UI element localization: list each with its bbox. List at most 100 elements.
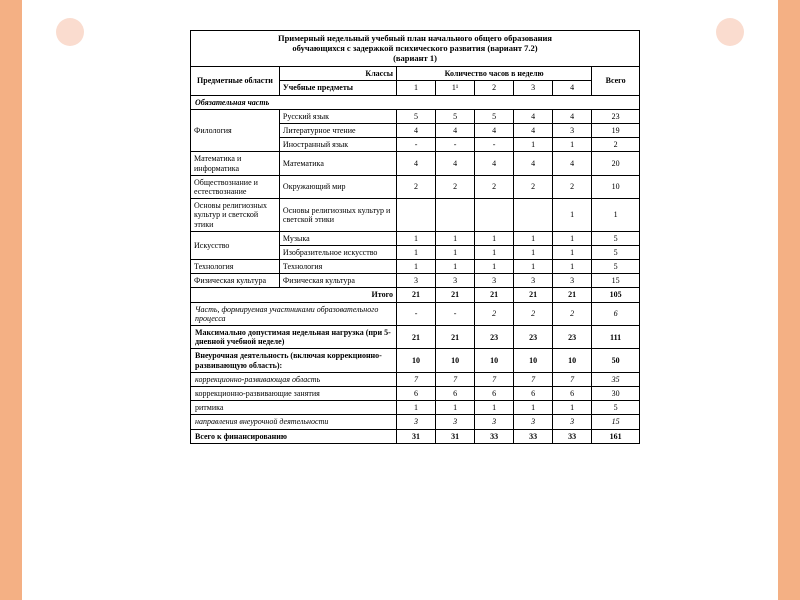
table-title: Примерный недельный учебный план начальн…	[191, 31, 640, 67]
total-cell: 15	[592, 415, 640, 429]
table-row: ИскусствоМузыка111115	[191, 231, 640, 245]
footer-label: Часть, формируемая участниками образоват…	[191, 302, 397, 325]
hours-cell: 1	[475, 401, 514, 415]
total-cell: 19	[592, 124, 640, 138]
subject-cell: Русский язык	[279, 109, 396, 123]
hours-cell: 1	[397, 231, 436, 245]
total-cell: 35	[592, 372, 640, 386]
subject-cell: Музыка	[279, 231, 396, 245]
hours-cell: 4	[514, 109, 553, 123]
subject-cell: Технология	[279, 260, 396, 274]
hdr-grade-3: 3	[514, 81, 553, 95]
hours-cell: 4	[475, 152, 514, 175]
area-cell: Искусство	[191, 231, 280, 259]
hours-cell: 2	[553, 302, 592, 325]
hdr-total: Всего	[592, 67, 640, 95]
itogo-0: 21	[397, 288, 436, 302]
hours-cell: 3	[475, 274, 514, 288]
hours-cell: 6	[514, 386, 553, 400]
hours-cell: 1	[553, 245, 592, 259]
total-cell: 161	[592, 429, 640, 443]
hdr-classes: Классы	[279, 67, 396, 81]
hours-cell: 3	[436, 415, 475, 429]
hours-cell: 1	[553, 138, 592, 152]
itogo-2: 21	[475, 288, 514, 302]
decor-stripe-right	[778, 0, 800, 600]
hours-cell: 1	[553, 260, 592, 274]
itogo-t: 105	[592, 288, 640, 302]
subject-cell: Иностранный язык	[279, 138, 396, 152]
decor-corner-top-right	[716, 18, 744, 46]
row-itogo-label: Итого	[191, 288, 397, 302]
hours-cell: 1	[436, 401, 475, 415]
footer-label: ритмика	[191, 401, 397, 415]
hours-cell: 3	[553, 274, 592, 288]
subject-cell: Основы религиозных культур и светской эт…	[279, 199, 396, 232]
title-line-2: обучающихся с задержкой психического раз…	[292, 43, 537, 53]
table-row: коррекционно-развивающие занятия6666630	[191, 386, 640, 400]
curriculum-table: Примерный недельный учебный план начальн…	[190, 30, 640, 444]
hours-cell: 1	[514, 401, 553, 415]
hours-cell: 1	[397, 260, 436, 274]
area-cell: Технология	[191, 260, 280, 274]
total-cell: 23	[592, 109, 640, 123]
hours-cell: 31	[397, 429, 436, 443]
hours-cell: 23	[514, 326, 553, 349]
area-cell: Филология	[191, 109, 280, 152]
curriculum-sheet: Примерный недельный учебный план начальн…	[190, 30, 640, 444]
hours-cell: 31	[436, 429, 475, 443]
subject-cell: Окружающий мир	[279, 175, 396, 198]
itogo-4: 21	[553, 288, 592, 302]
subject-cell: Изобразительное искусство	[279, 245, 396, 259]
hours-cell: 3	[475, 415, 514, 429]
table-row: направления внеурочной деятельности33333…	[191, 415, 640, 429]
hours-cell: 7	[436, 372, 475, 386]
hours-cell: 33	[475, 429, 514, 443]
hours-cell: 2	[475, 175, 514, 198]
hours-cell: 3	[436, 274, 475, 288]
itogo-3: 21	[514, 288, 553, 302]
hours-cell: 1	[553, 231, 592, 245]
hours-cell: 10	[475, 349, 514, 372]
hours-cell: 4	[514, 124, 553, 138]
hours-cell: 1	[397, 245, 436, 259]
hours-cell: -	[397, 302, 436, 325]
hdr-grade-2: 2	[475, 81, 514, 95]
hours-cell: 2	[553, 175, 592, 198]
table-row: Всего к финансированию3131333333161	[191, 429, 640, 443]
hours-cell: 4	[436, 152, 475, 175]
hours-cell: 1	[553, 199, 592, 232]
hours-cell: 5	[436, 109, 475, 123]
hours-cell	[475, 199, 514, 232]
hours-cell: 33	[553, 429, 592, 443]
hours-cell: 2	[397, 175, 436, 198]
hours-cell: 5	[475, 109, 514, 123]
hours-cell: 33	[514, 429, 553, 443]
footer-label: Внеурочная деятельность (включая коррекц…	[191, 349, 397, 372]
hours-cell: 4	[553, 152, 592, 175]
total-cell: 6	[592, 302, 640, 325]
area-cell: Обществознание и естествознание	[191, 175, 280, 198]
hours-cell: 1	[436, 245, 475, 259]
hours-cell: 7	[553, 372, 592, 386]
total-cell: 15	[592, 274, 640, 288]
hours-cell: 6	[397, 386, 436, 400]
total-cell: 5	[592, 260, 640, 274]
hdr-subjects: Учебные предметы	[279, 81, 396, 95]
hours-cell: 4	[475, 124, 514, 138]
table-row: Максимально допустимая недельная нагрузк…	[191, 326, 640, 349]
subject-cell: Литературное чтение	[279, 124, 396, 138]
hours-cell: -	[397, 138, 436, 152]
hours-cell: 3	[397, 274, 436, 288]
table-row: коррекционно-развивающая область7777735	[191, 372, 640, 386]
hours-cell: 3	[397, 415, 436, 429]
hours-cell: 3	[514, 274, 553, 288]
total-cell: 111	[592, 326, 640, 349]
total-cell: 5	[592, 245, 640, 259]
hours-cell: 23	[553, 326, 592, 349]
table-row: Внеурочная деятельность (включая коррекц…	[191, 349, 640, 372]
hours-cell: 3	[514, 415, 553, 429]
table-row: ТехнологияТехнология111115	[191, 260, 640, 274]
total-cell: 5	[592, 231, 640, 245]
table-row: Основы религиозных культур и светской эт…	[191, 199, 640, 232]
